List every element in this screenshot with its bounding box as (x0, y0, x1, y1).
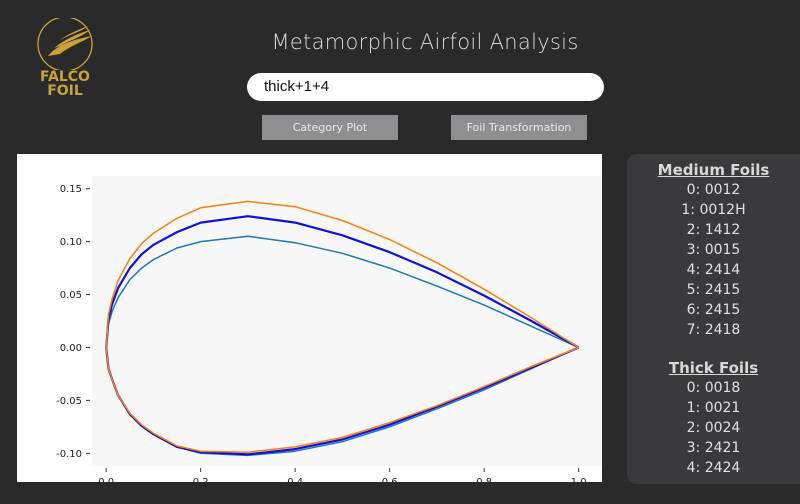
x-tick-label: 0.0 (98, 477, 114, 482)
falcon-wing-icon (37, 18, 93, 70)
list-item[interactable]: 4: 2414 (686, 262, 741, 278)
medium-foils-header[interactable]: Medium Foils (657, 161, 770, 179)
airfoil-chart: 0.0 0.2 0.4 0.6 0.8 1.0 0.15 0.10 0.05 0.00 -0.05 -… (17, 154, 602, 482)
falco-foil-logo: FALCO FOIL (30, 18, 100, 98)
y-tick-label: 0.00 (60, 343, 82, 354)
y-tick-label: -0.10 (56, 449, 82, 460)
x-tick-label: 0.2 (193, 477, 209, 482)
list-item[interactable]: 7: 2418 (686, 322, 741, 338)
list-item[interactable]: 3: 2421 (686, 440, 741, 456)
y-tick-label: -0.05 (56, 396, 82, 407)
y-tick-label: 0.05 (60, 290, 82, 301)
x-tick-label: 0.8 (476, 477, 492, 482)
search-input[interactable]: thick+1+4 (247, 73, 604, 101)
logo-text-line2: FOIL (47, 83, 83, 99)
x-tick-label: 0.4 (287, 477, 303, 482)
list-item[interactable]: 0: 0012 (686, 182, 741, 198)
list-item[interactable]: 1: 0012H (681, 202, 746, 218)
list-item[interactable]: 5: 2415 (686, 282, 741, 298)
list-item[interactable]: 0: 0018 (686, 380, 741, 396)
category-plot-button[interactable]: Category Plot (262, 115, 398, 140)
list-item[interactable]: 4: 2424 (686, 460, 741, 476)
thick-foils-header[interactable]: Thick Foils (668, 359, 759, 377)
list-item[interactable]: 2: 0024 (686, 420, 741, 436)
y-tick-label: 0.10 (60, 237, 82, 248)
logo-text-line1: FALCO (40, 69, 90, 85)
plot-area (92, 176, 602, 466)
list-item[interactable]: 1: 0021 (686, 400, 741, 416)
x-tick-label: 0.6 (382, 477, 398, 482)
thick-foils-group: Thick Foils 0: 0018 1: 0021 2: 0024 3: 2… (627, 358, 800, 478)
page-title: Metamorphic Airfoil Analysis (271, 30, 579, 54)
series-line-2 (105, 200, 580, 453)
foil-list-panel: Medium Foils 0: 0012 1: 0012H 2: 1412 3:… (627, 154, 800, 484)
airfoil-plot: 0.0 0.2 0.4 0.6 0.8 1.0 0.15 0.10 0.05 0.00 -0.05 -… (17, 154, 602, 482)
x-tick-label: 1.0 (571, 477, 587, 482)
medium-foils-group: Medium Foils 0: 0012 1: 0012H 2: 1412 3:… (627, 160, 800, 340)
list-item[interactable]: 6: 2415 (686, 302, 741, 318)
y-tick-label: 0.15 (60, 184, 82, 195)
list-item[interactable]: 3: 0015 (686, 242, 741, 258)
foil-transformation-button[interactable]: Foil Transformation (451, 115, 587, 140)
list-item[interactable]: 2: 1412 (686, 222, 741, 238)
